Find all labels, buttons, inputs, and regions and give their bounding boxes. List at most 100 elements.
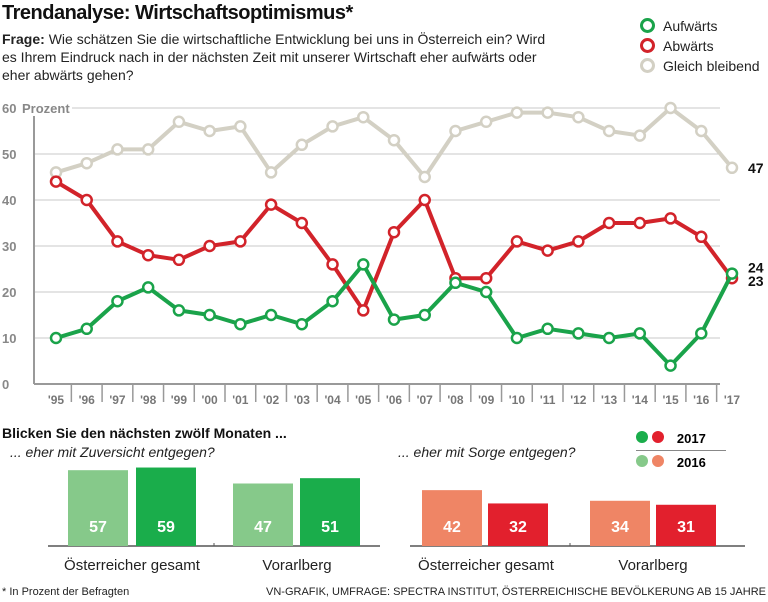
category-label: Österreicher gesamt: [64, 557, 200, 574]
legend-label: Aufwärts: [663, 18, 718, 34]
data-point: [234, 120, 247, 133]
data-point: [203, 308, 216, 322]
x-tick-label: '05: [355, 393, 372, 407]
data-point: [510, 106, 524, 119]
bar: [656, 504, 716, 546]
data-point: [725, 161, 739, 175]
x-tick-label: '06: [386, 393, 403, 407]
legend-gleich: Gleich bleibend: [640, 58, 760, 74]
data-point: [264, 166, 278, 179]
data-point: [326, 258, 339, 271]
data-point: [234, 235, 247, 248]
bar: [68, 470, 128, 546]
x-tick-label: '00: [202, 393, 219, 407]
data-point: [695, 124, 708, 138]
y-tick-label: 60: [2, 101, 16, 116]
bar-value-label: 47: [254, 519, 272, 536]
footnote: * In Prozent der Befragten: [2, 586, 130, 598]
data-point: [80, 193, 93, 207]
x-tick-label: '15: [662, 393, 679, 407]
data-point: [387, 133, 401, 147]
category-label: Vorarlberg: [262, 557, 332, 574]
end-value-label: 24: [748, 260, 764, 276]
data-point: [326, 120, 339, 133]
y-tick-label: 10: [2, 331, 16, 346]
legend-abwaerts: Abwärts: [640, 38, 714, 54]
x-tick-label: '07: [417, 393, 434, 407]
legend-label: 2017: [676, 431, 706, 446]
data-point: [111, 235, 124, 248]
bar-section-title: Blicken Sie den nächsten zwölf Monaten .…: [2, 425, 287, 441]
legend-marker: [640, 58, 655, 73]
bar: [300, 478, 360, 546]
x-tick-label: '96: [79, 393, 96, 407]
data-point: [541, 322, 554, 336]
x-tick-label: '09: [478, 393, 495, 407]
data-point: [264, 198, 278, 211]
y-tick-label: 50: [2, 147, 16, 162]
bar-value-label: 32: [509, 519, 527, 536]
data-point: [602, 216, 616, 230]
data-point: [49, 331, 63, 345]
data-point: [449, 276, 462, 290]
x-tick-label: '99: [171, 393, 188, 407]
y-tick-label: 20: [2, 285, 16, 300]
data-point: [295, 317, 309, 331]
data-point: [633, 327, 647, 340]
x-tick-label: '10: [509, 393, 526, 407]
data-point: [664, 212, 677, 225]
bar-value-label: 42: [443, 519, 461, 536]
x-tick-label: '11: [540, 393, 556, 407]
bar-value-label: 51: [321, 519, 339, 536]
legend-divider: [636, 450, 726, 451]
data-point: [172, 304, 186, 317]
data-point: [418, 308, 431, 322]
x-tick-label: '17: [724, 393, 741, 407]
bar-subtitle-zuversicht: ... eher mit Zuversicht entgegen?: [10, 444, 215, 460]
data-point: [357, 110, 370, 124]
x-tick-label: '01: [232, 393, 249, 407]
data-point: [664, 101, 677, 115]
legend-aufwaerts: Aufwärts: [640, 18, 717, 34]
bar: [233, 483, 293, 546]
bar-legend: 2017 2016: [636, 430, 756, 472]
data-point: [602, 331, 616, 345]
question-label: Frage:: [2, 31, 45, 47]
bar: [422, 490, 482, 546]
data-point: [80, 322, 93, 336]
page-title: Trendanalyse: Wirtschaftsoptimismus*: [2, 2, 353, 24]
bar-charts: 57 59 47 51 42 32 34 31: [48, 467, 745, 547]
end-value-label: 47: [748, 160, 764, 176]
bar-value-label: 59: [157, 519, 175, 536]
data-point: [418, 170, 431, 184]
bar-value-label: 57: [89, 519, 107, 536]
bar-subtitle-sorge: ... eher mit Sorge entgegen?: [398, 444, 576, 460]
legend-label: Abwärts: [663, 38, 714, 54]
bar-value-label: 31: [677, 519, 695, 536]
bar-value-label: 34: [611, 519, 629, 536]
data-point: [49, 175, 63, 188]
data-point: [664, 359, 677, 372]
category-label: Vorarlberg: [618, 557, 688, 574]
question-text: Wie schätzen Sie die wirtschaftliche Ent…: [2, 31, 546, 83]
data-point: [572, 327, 585, 340]
data-point: [141, 143, 155, 156]
data-point: [172, 253, 186, 267]
category-label: Österreicher gesamt: [418, 557, 554, 574]
legend-label: Gleich bleibend: [663, 58, 760, 74]
data-point: [541, 106, 554, 119]
data-point: [387, 225, 401, 239]
data-point: [602, 124, 616, 138]
data-point: [172, 115, 186, 129]
x-tick-label: '97: [109, 393, 126, 407]
data-point: [633, 216, 647, 230]
bar: [590, 500, 650, 546]
data-point: [111, 294, 124, 308]
data-point: [264, 308, 278, 322]
end-value-label: 23: [748, 273, 764, 289]
data-point: [234, 317, 247, 331]
x-tick-label: '16: [693, 393, 710, 407]
data-point: [111, 143, 124, 156]
question: Frage: Wie schätzen Sie die wirtschaftli…: [2, 30, 562, 84]
